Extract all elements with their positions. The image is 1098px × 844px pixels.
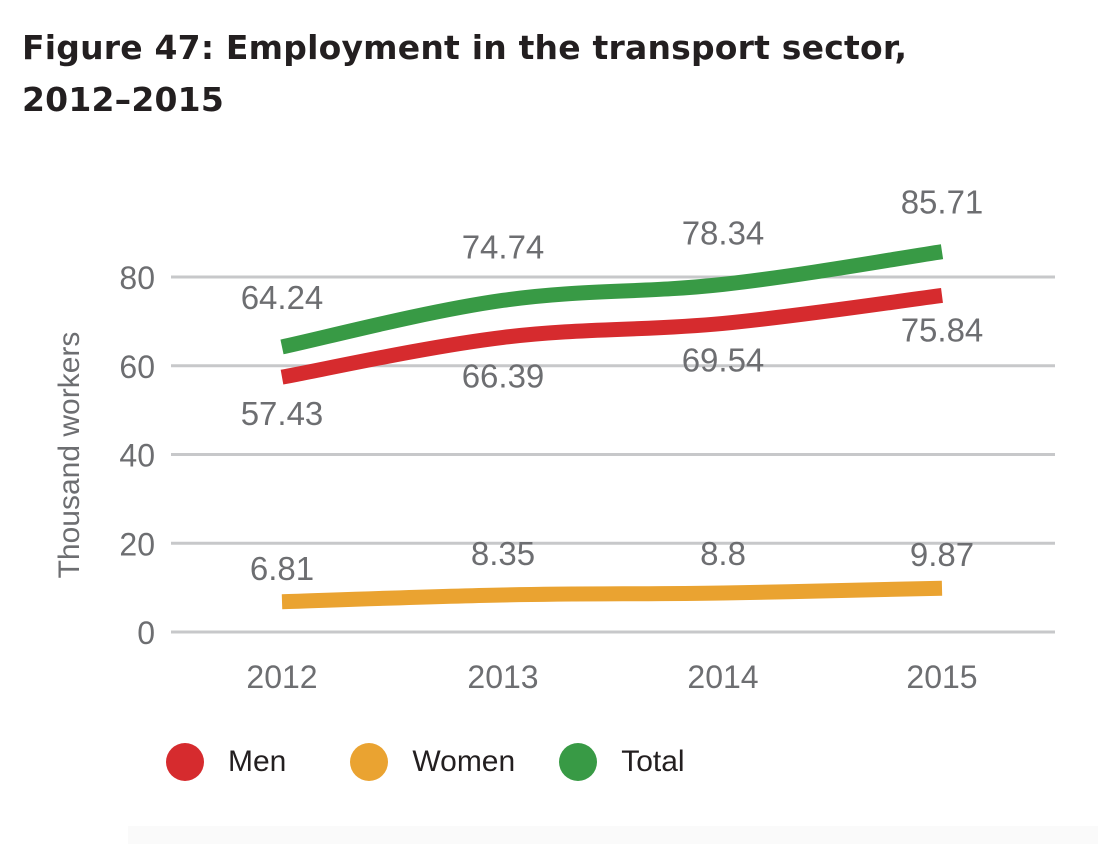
legend-item-total: Total bbox=[559, 743, 685, 781]
chart-title-line-1: Figure 47: Employment in the transport s… bbox=[22, 28, 908, 67]
data-label-total-2012: 64.24 bbox=[241, 279, 324, 316]
data-label-women-2013: 8.35 bbox=[471, 535, 535, 572]
data-label-men-2014: 69.54 bbox=[682, 341, 765, 378]
legend-item-men: Men bbox=[166, 743, 286, 781]
x-tick-label-2012: 2012 bbox=[246, 659, 317, 695]
y-tick-label-40: 40 bbox=[119, 438, 155, 474]
data-label-total-2015: 85.71 bbox=[901, 184, 984, 221]
data-label-men-2015: 75.84 bbox=[901, 311, 984, 348]
series-lines bbox=[280, 244, 944, 610]
chart-title-line-2: 2012–2015 bbox=[22, 80, 224, 119]
legend-item-women: Women bbox=[350, 743, 515, 781]
series-line-total bbox=[280, 244, 944, 355]
legend-label-total: Total bbox=[621, 745, 685, 778]
series-line-women bbox=[281, 580, 943, 610]
legend: Men Women Total bbox=[166, 738, 729, 786]
chart-title: Figure 47: Employment in the transport s… bbox=[22, 22, 1022, 126]
y-tick-label-20: 20 bbox=[119, 526, 155, 562]
legend-label-women: Women bbox=[412, 745, 516, 778]
data-label-total-2014: 78.34 bbox=[682, 214, 765, 251]
y-tick-label-0: 0 bbox=[137, 615, 155, 651]
y-tick-label-60: 60 bbox=[119, 349, 155, 385]
legend-swatch-women bbox=[350, 743, 389, 781]
x-tick-label-2015: 2015 bbox=[906, 659, 977, 695]
x-tick-label-2014: 2014 bbox=[687, 659, 758, 695]
data-label-total-2013: 74.74 bbox=[462, 228, 545, 265]
data-labels: 57.43 66.39 69.54 75.84 6.81 8.35 8.8 9.87 64.24… bbox=[241, 184, 984, 587]
x-tick-label-2013: 2013 bbox=[467, 659, 538, 695]
data-label-men-2012: 57.43 bbox=[241, 395, 324, 432]
footer-strip bbox=[128, 826, 1098, 844]
y-axis-label: Thousand workers bbox=[53, 332, 86, 579]
data-label-women-2015: 9.87 bbox=[910, 536, 974, 573]
data-label-women-2012: 6.81 bbox=[250, 550, 314, 587]
x-axis-ticks: 2012 2013 2014 2015 bbox=[246, 659, 977, 695]
data-label-men-2013: 66.39 bbox=[462, 357, 545, 394]
legend-swatch-total bbox=[559, 743, 598, 781]
data-label-women-2014: 8.8 bbox=[700, 535, 746, 572]
y-tick-label-80: 80 bbox=[119, 260, 155, 296]
series-line-men bbox=[280, 288, 943, 385]
legend-label-men: Men bbox=[228, 745, 287, 778]
legend-swatch-men bbox=[166, 743, 204, 781]
y-axis-ticks: 0 20 40 60 80 bbox=[119, 260, 155, 651]
